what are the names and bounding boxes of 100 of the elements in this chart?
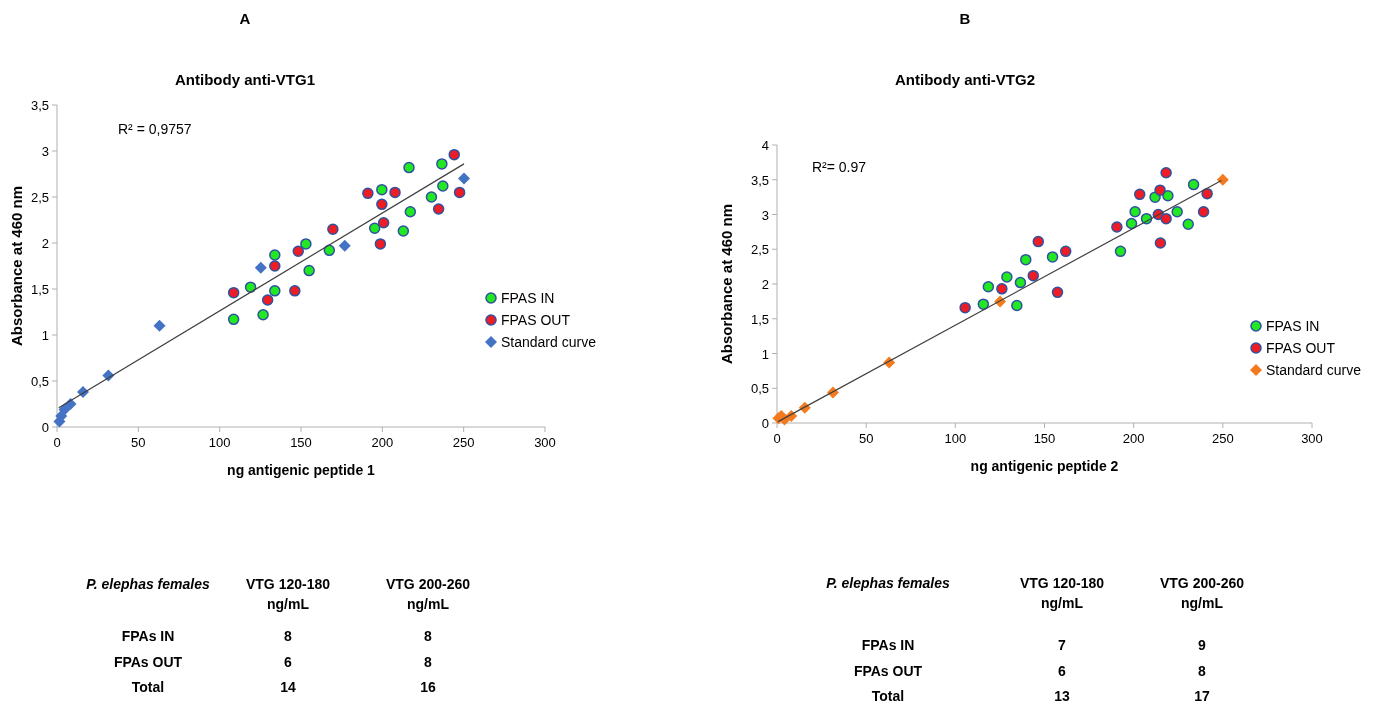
- point: [1162, 189, 1174, 202]
- x-tick-label: 250: [1211, 431, 1234, 446]
- x-tick-label: 300: [534, 435, 556, 450]
- y-tick-label: 3: [761, 207, 769, 223]
- text: VTG 120-180 ng/mL: [1019, 575, 1105, 611]
- point: [227, 313, 240, 326]
- x-tick-label: 50: [858, 431, 874, 446]
- y-tick-label: 2,5: [30, 190, 49, 205]
- point: [323, 244, 336, 257]
- point: [1160, 167, 1172, 179]
- x-tick-label: 100: [944, 431, 967, 446]
- y-tick-label: 3,5: [30, 98, 49, 113]
- point: [982, 281, 995, 293]
- point: [448, 148, 460, 161]
- x-axis-title: ng antigenic peptide 2: [970, 458, 1119, 474]
- x-axis-title: ng antigenic peptide 1: [227, 462, 376, 478]
- x-tick-label: 150: [1033, 431, 1056, 446]
- point: [303, 264, 315, 277]
- y-tick-label: 2,5: [750, 242, 769, 258]
- point: [1051, 286, 1064, 299]
- point: [432, 203, 445, 215]
- point: [254, 261, 267, 274]
- point: [153, 319, 166, 332]
- point: [1014, 276, 1027, 289]
- legend-label: FPAS IN: [1266, 318, 1320, 334]
- legend-label: FPAS OUT: [1266, 340, 1336, 356]
- point: [368, 222, 381, 235]
- y-tick-label: 0: [41, 420, 49, 435]
- x-tick-label: 0: [53, 435, 61, 450]
- y-tick-label: 0,5: [30, 374, 49, 389]
- annotation: R²= 0.97: [812, 159, 867, 175]
- category-label: FPAs IN: [861, 637, 915, 653]
- point: [1114, 245, 1127, 258]
- data-label: 8: [284, 628, 293, 644]
- point: [389, 186, 401, 199]
- x-tick-label: 200: [1122, 431, 1145, 446]
- y-tick-label: 1: [41, 328, 49, 343]
- text: VTG 200-260 ng/mL: [385, 576, 471, 612]
- y-tick-label: 2: [761, 277, 769, 292]
- text: P. elephas females: [826, 575, 950, 591]
- point: [1111, 221, 1123, 233]
- point: [403, 161, 415, 174]
- point: [1027, 269, 1040, 282]
- point: [1059, 245, 1072, 258]
- chart-title: A: [239, 10, 251, 27]
- point: [404, 205, 417, 218]
- x-tick-label: 250: [452, 435, 475, 450]
- point: [1171, 205, 1183, 218]
- point: [1197, 205, 1210, 218]
- category-label: Total: [131, 679, 165, 695]
- point: [257, 309, 269, 321]
- chart-subtitle: Antibody anti-VTG2: [895, 71, 1035, 88]
- point: [1011, 299, 1023, 312]
- point: [1160, 212, 1172, 225]
- point: [1001, 271, 1013, 283]
- y-tick-label: 1,5: [750, 311, 769, 327]
- point: [436, 158, 448, 170]
- y-tick-label: 1: [761, 346, 769, 362]
- point: [376, 183, 388, 196]
- legend-label: Standard curve: [1266, 362, 1362, 378]
- x-tick-label: 50: [131, 435, 146, 450]
- point: [1032, 235, 1045, 248]
- legend-label: FPAS IN: [501, 290, 555, 306]
- text: VTG 200-260 ng/mL: [1159, 575, 1245, 611]
- data-label: 14: [280, 679, 296, 695]
- point: [269, 249, 281, 261]
- point: [58, 403, 71, 416]
- point: [227, 286, 240, 299]
- category-label: Total: [871, 688, 905, 704]
- point: [362, 187, 374, 200]
- point: [1125, 217, 1138, 230]
- y-axis-title: Absorbance at 460 nm: [718, 203, 735, 365]
- data-label: 6: [1058, 663, 1067, 679]
- point: [376, 198, 388, 211]
- point: [977, 298, 990, 310]
- point: [457, 172, 470, 185]
- chart-subtitle: Antibody anti-VTG1: [175, 71, 315, 88]
- y-tick-label: 1,5: [30, 282, 49, 297]
- data-label: 13: [1054, 688, 1070, 704]
- point: [377, 217, 390, 229]
- point: [1154, 184, 1166, 196]
- text: P. elephas females: [86, 576, 210, 592]
- y-tick-label: 0,5: [750, 381, 769, 397]
- point: [1129, 205, 1141, 218]
- point: [425, 191, 438, 203]
- y-tick-label: 4: [761, 138, 769, 153]
- category-label: FPAs IN: [121, 628, 175, 644]
- point: [996, 283, 1008, 295]
- point: [338, 239, 351, 252]
- x-tick-label: 300: [1301, 431, 1323, 446]
- point: [292, 245, 304, 258]
- y-tick-label: 3,5: [750, 172, 769, 188]
- point: [1201, 187, 1213, 200]
- point: [269, 260, 281, 272]
- category-label: FPAs OUT: [113, 654, 183, 670]
- point: [1133, 188, 1146, 201]
- data-label: 8: [424, 628, 433, 644]
- data-label: 6: [284, 654, 293, 670]
- data-label: 9: [1198, 637, 1207, 653]
- y-tick-label: 3: [41, 144, 49, 159]
